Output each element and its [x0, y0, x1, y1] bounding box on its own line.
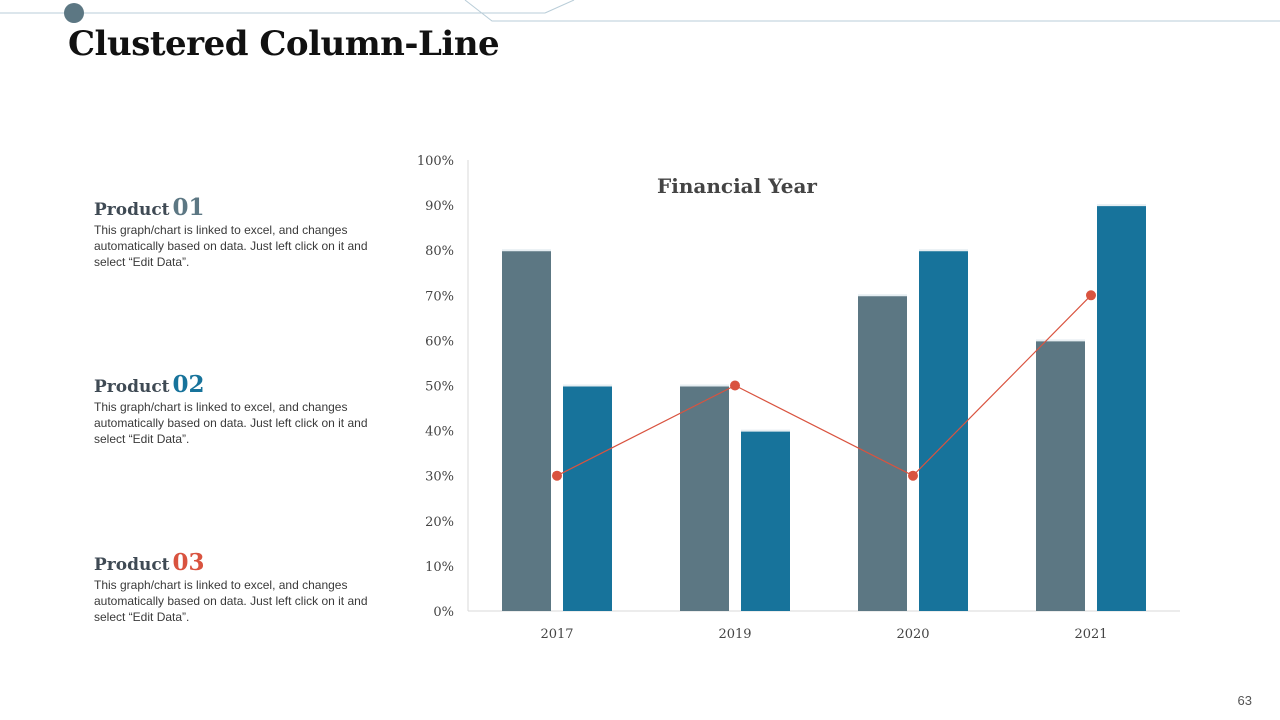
product-block-3: Product 03 This graph/chart is linked to … — [94, 551, 394, 625]
x-tick-label: 2020 — [896, 627, 929, 642]
y-tick-label: 50% — [425, 380, 454, 395]
product-3-description: This graph/chart is linked to excel, and… — [94, 578, 368, 624]
y-tick-label: 60% — [425, 334, 454, 349]
bar — [1036, 340, 1085, 611]
bar — [1097, 205, 1146, 611]
y-tick-label: 40% — [425, 425, 454, 440]
y-tick-label: 0% — [433, 605, 454, 620]
bar — [858, 295, 907, 611]
line-point — [1086, 290, 1096, 301]
product-block-2: Product 02 This graph/chart is linked to … — [94, 373, 394, 447]
bar — [680, 385, 729, 611]
product-3-heading: Product 03 — [94, 551, 394, 577]
product-1-label: Product — [94, 200, 170, 220]
page-title: Clustered Column-Line — [68, 24, 500, 64]
y-tick-label: 70% — [425, 289, 454, 304]
product-3-number: 03 — [172, 549, 205, 576]
y-tick-label: 80% — [425, 244, 454, 259]
bar — [563, 385, 612, 611]
line-series — [556, 294, 1092, 477]
bar — [502, 250, 551, 611]
y-tick-label: 20% — [425, 515, 454, 530]
y-tick-label: 30% — [425, 470, 454, 485]
y-tick-label: 90% — [425, 199, 454, 214]
product-2-heading: Product 02 — [94, 373, 394, 399]
product-2-description: This graph/chart is linked to excel, and… — [94, 400, 368, 446]
product-1-heading: Product 01 — [94, 196, 394, 222]
x-tick-label: 2021 — [1074, 627, 1107, 642]
product-3-label: Product — [94, 555, 170, 575]
y-tick-label: 10% — [425, 560, 454, 575]
line-point — [908, 470, 918, 481]
clustered-column-line-chart: 0% 10% 20% 30% 40% 50% 60% 70% 80% 90% 100% 2017 201… — [417, 154, 1180, 642]
bar — [741, 430, 790, 611]
product-1-description: This graph/chart is linked to excel, and… — [94, 223, 368, 269]
product-2-label: Product — [94, 377, 170, 397]
bar — [919, 250, 968, 611]
product-1-number: 01 — [172, 194, 205, 221]
y-tick-label: 100% — [417, 154, 454, 169]
x-tick-label: 2019 — [718, 627, 751, 642]
x-tick-label: 2017 — [540, 627, 573, 642]
line-point — [552, 470, 562, 481]
page-number: 63 — [1237, 693, 1252, 708]
product-block-1: Product 01 This graph/chart is linked to … — [94, 196, 394, 270]
line-point — [730, 380, 740, 391]
product-2-number: 02 — [172, 371, 205, 398]
chart-title: Financial Year — [657, 174, 817, 198]
